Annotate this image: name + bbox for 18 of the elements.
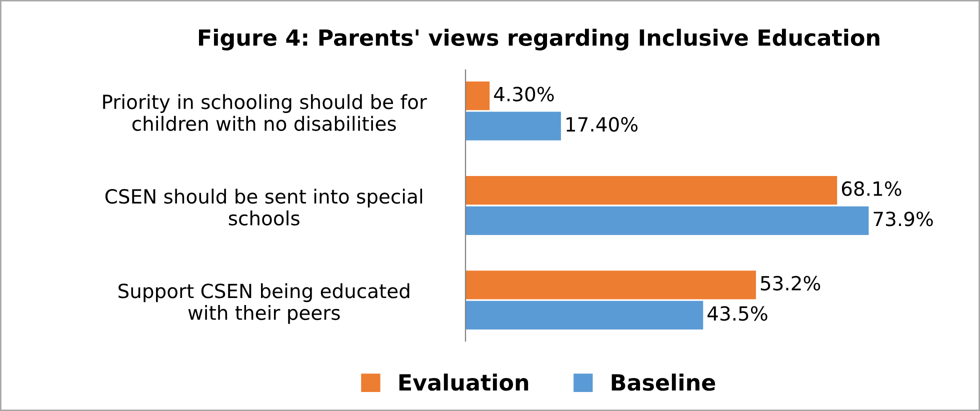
data-label: 73.9% — [874, 212, 933, 226]
legend-label: Evaluation — [399, 374, 528, 391]
legend-label: Baseline — [612, 374, 716, 391]
bar — [466, 82, 490, 110]
y-tick-label: Support CSEN being educated with their peers — [118, 283, 410, 324]
data-label: 53.2% — [760, 276, 820, 291]
data-label: 4.30% — [494, 86, 554, 102]
bar — [466, 206, 869, 235]
bar — [466, 176, 838, 205]
chart-title: Figure 4: Parents' views regarding Inclusive Education — [198, 28, 880, 50]
data-label: 17.40% — [566, 117, 638, 132]
y-tick-label: Priority in schooling should be for children with no disabilities — [103, 94, 427, 131]
bar — [466, 112, 561, 140]
bar — [466, 300, 704, 330]
data-label: 68.1% — [842, 181, 902, 196]
y-tick-label: CSEN should be sent into special schools — [105, 188, 422, 226]
data-label: 43.5% — [708, 306, 768, 321]
bar — [466, 270, 756, 300]
